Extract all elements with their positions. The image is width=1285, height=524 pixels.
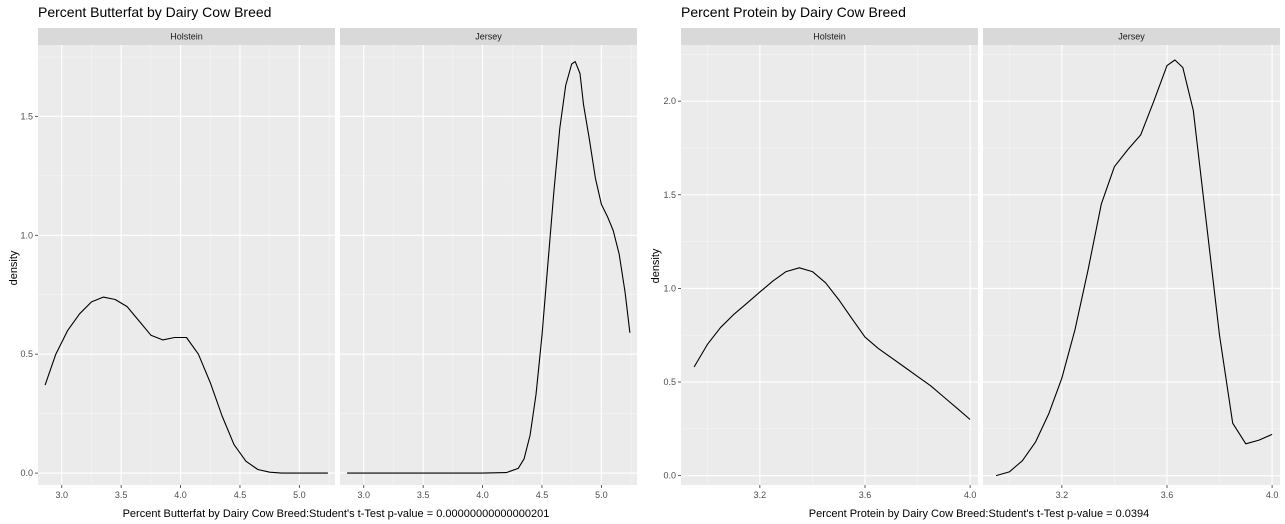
x-tick-label: 4.0 [1266,490,1279,500]
facet-panel: Holstein 3.0 3.5 4.0 4.5 5.0 [38,28,335,500]
chart-title: Percent Protein by Dairy Cow Breed [681,4,906,20]
x-tick-label: 3.6 [1161,490,1174,500]
x-tick-label: 4.5 [234,490,247,500]
y-tick-label: 0.5 [20,349,33,359]
x-tick-label: 4.0 [964,490,977,500]
x-tick-label: 3.0 [56,490,69,500]
facet-panel: Holstein 3.2 3.6 4.0 [681,28,978,500]
density-line-jersey [995,59,1273,477]
density-line-holstein [44,296,328,474]
x-tick-label: 3.0 [358,490,371,500]
density-line-holstein [693,267,971,420]
y-tick-label: 1.0 [663,283,676,293]
x-tick-label: 3.6 [859,490,872,500]
x-tick-label: 3.2 [1056,490,1069,500]
panel-background [681,45,978,485]
y-axis-title: density [8,250,20,285]
x-axis-title: Percent Protein by Dairy Cow Breed:Stude… [809,508,1150,520]
facet-strip-label: Holstein [170,32,203,42]
x-tick-label: 4.0 [174,490,187,500]
density-line-jersey [347,61,631,474]
chart-title: Percent Butterfat by Dairy Cow Breed [38,4,271,20]
y-tick-label: 1.5 [663,190,676,200]
x-axis-title: Percent Butterfat by Dairy Cow Breed:Stu… [123,508,550,520]
x-tick-label: 4.0 [476,490,489,500]
x-tick-label: 5.0 [595,490,608,500]
facet-panel: Jersey 3.0 3.5 4.0 4.5 5.0 [340,28,637,500]
y-axis-title: density [650,248,662,283]
facet-strip-label: Jersey [1118,32,1145,42]
protein-chart: Percent Protein by Dairy Cow Breed densi… [650,4,1280,520]
x-tick-label: 4.5 [536,490,549,500]
panel-background [340,45,637,485]
x-tick-label: 3.5 [417,490,430,500]
y-tick-label: 0.0 [663,471,676,481]
facet-strip-label: Jersey [475,32,502,42]
facet-strip-label: Holstein [813,32,846,42]
y-tick-label: 0.0 [20,468,33,478]
x-tick-label: 3.5 [115,490,128,500]
x-tick-label: 5.0 [293,490,306,500]
panel-background [983,45,1280,485]
facet-strip [38,28,335,45]
y-tick-label: 1.5 [20,111,33,121]
y-tick-label: 2.0 [663,96,676,106]
facet-strip [983,28,1280,45]
facet-strip [681,28,978,45]
facet-strip [340,28,637,45]
panel-background [38,45,335,485]
y-tick-label: 1.0 [20,230,33,240]
x-tick-label: 3.2 [754,490,767,500]
y-tick-label: 0.5 [663,377,676,387]
butterfat-chart: Percent Butterfat by Dairy Cow Breed den… [8,4,637,520]
facet-panel: Jersey 3.2 3.6 4.0 [983,28,1280,500]
